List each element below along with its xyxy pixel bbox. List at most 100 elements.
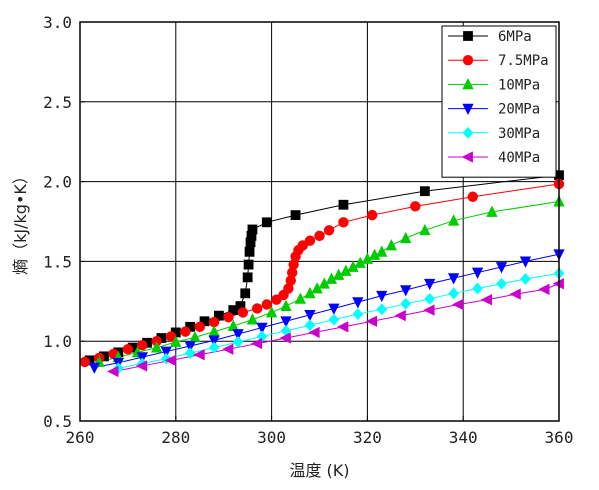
x-tick-label: 260 [66, 428, 95, 447]
data-point-10MPa [447, 214, 460, 226]
data-point-40MPa [279, 332, 291, 344]
data-point-7.5MPa [79, 356, 90, 368]
data-point-30MPa [448, 287, 459, 300]
data-point-7.5MPa [122, 343, 134, 355]
data-point-40MPa [394, 310, 406, 322]
data-point-6MPa [338, 199, 349, 210]
data-point-6MPa [243, 259, 254, 270]
data-point-40MPa [423, 304, 435, 316]
legend-marker [462, 126, 474, 139]
data-point-7.5MPa [223, 312, 234, 323]
data-point-7.5MPa [297, 240, 308, 251]
data-point-40MPa [365, 315, 378, 327]
data-point-30MPa [520, 273, 531, 285]
data-point-30MPa [328, 313, 340, 326]
series-line-7.5MPa [84, 183, 560, 363]
data-point-7.5MPa [304, 235, 316, 246]
legend: 6MPa 7.5MPa 10MPa 20MPa 30MPa 40MPa [441, 25, 557, 178]
y-tick-label: 2.0 [43, 173, 72, 192]
data-point-7.5MPa [180, 326, 191, 337]
legend-label: 40MPa [498, 150, 540, 166]
data-point-10MPa [385, 239, 397, 251]
data-point-40MPa [164, 354, 176, 366]
data-point-6MPa [240, 288, 251, 299]
data-point-20MPa [160, 346, 172, 358]
legend-marker [462, 103, 474, 115]
data-point-40MPa [509, 288, 521, 300]
data-point-40MPa [452, 298, 464, 311]
x-axis-ticks: 260 280 300 320 340 360 [66, 416, 574, 447]
data-point-30MPa [184, 347, 196, 360]
y-axis-title: 熵（kJ/kg•K） [11, 168, 30, 275]
y-tick-label: 1.5 [43, 252, 72, 271]
data-point-30MPa [208, 341, 220, 354]
data-point-20MPa [352, 297, 364, 309]
y-tick-label: 0.5 [43, 412, 72, 431]
data-point-10MPa [400, 231, 412, 244]
y-axis-ticks: 0.5 1.0 1.5 2.0 2.5 3.0 [43, 13, 85, 431]
data-point-30MPa [496, 277, 507, 290]
data-point-10MPa [265, 306, 278, 318]
data-point-7.5MPa [467, 191, 478, 202]
y-tick-label: 3.0 [43, 13, 72, 32]
series-markers [79, 170, 565, 378]
x-axis-title: 温度 (K) [289, 461, 349, 480]
data-point-7.5MPa [338, 217, 349, 228]
data-point-10MPa [246, 313, 259, 325]
data-point-20MPa [184, 341, 196, 353]
data-point-7.5MPa [323, 225, 335, 236]
data-point-40MPa [308, 326, 320, 339]
data-point-30MPa [472, 282, 483, 295]
x-tick-label: 280 [161, 428, 190, 447]
data-point-40MPa [222, 343, 234, 355]
data-point-20MPa [447, 273, 460, 285]
legend-marker [462, 55, 474, 66]
data-point-30MPa [304, 319, 316, 332]
data-point-20MPa [208, 335, 220, 347]
data-point-10MPa [150, 341, 163, 353]
data-point-7.5MPa [194, 321, 205, 333]
x-tick-label: 360 [545, 428, 574, 447]
data-point-6MPa [244, 246, 255, 257]
data-point-7.5MPa [237, 307, 249, 318]
data-point-10MPa [419, 223, 431, 236]
data-point-40MPa [250, 337, 263, 350]
y-tick-label: 2.5 [43, 93, 72, 112]
data-point-6MPa [242, 272, 253, 283]
data-point-6MPa [290, 210, 301, 221]
data-point-40MPa [480, 294, 493, 306]
legend-label: 10MPa [498, 77, 540, 93]
data-point-20MPa [304, 309, 316, 322]
data-point-10MPa [208, 325, 220, 337]
data-point-20MPa [328, 303, 340, 315]
data-point-7.5MPa [261, 299, 273, 310]
data-point-30MPa [352, 308, 364, 320]
legend-label: 30MPa [498, 126, 540, 142]
data-point-7.5MPa [252, 303, 263, 314]
x-tick-label: 340 [449, 428, 478, 447]
legend-label: 7.5MPa [498, 53, 549, 69]
data-point-6MPa [419, 186, 430, 197]
data-point-6MPa [261, 217, 272, 228]
data-point-10MPa [376, 245, 388, 257]
data-point-7.5MPa [366, 209, 378, 221]
data-point-6MPa [247, 224, 258, 235]
y-tick-label: 1.0 [43, 332, 72, 351]
data-point-30MPa [400, 297, 412, 310]
data-point-10MPa [170, 335, 182, 347]
data-point-40MPa [135, 360, 148, 372]
data-point-10MPa [294, 292, 306, 304]
data-point-10MPa [189, 330, 201, 343]
legend-marker [463, 31, 473, 41]
data-point-30MPa [376, 303, 388, 316]
data-point-7.5MPa [137, 339, 148, 351]
data-point-20MPa [519, 256, 532, 268]
x-tick-label: 300 [257, 428, 286, 447]
legend-box [441, 25, 557, 178]
data-point-10MPa [368, 248, 381, 260]
data-point-40MPa [107, 365, 119, 378]
data-point-20MPa [400, 285, 412, 297]
data-point-10MPa [486, 205, 498, 217]
series-line-6MPa [89, 174, 560, 361]
